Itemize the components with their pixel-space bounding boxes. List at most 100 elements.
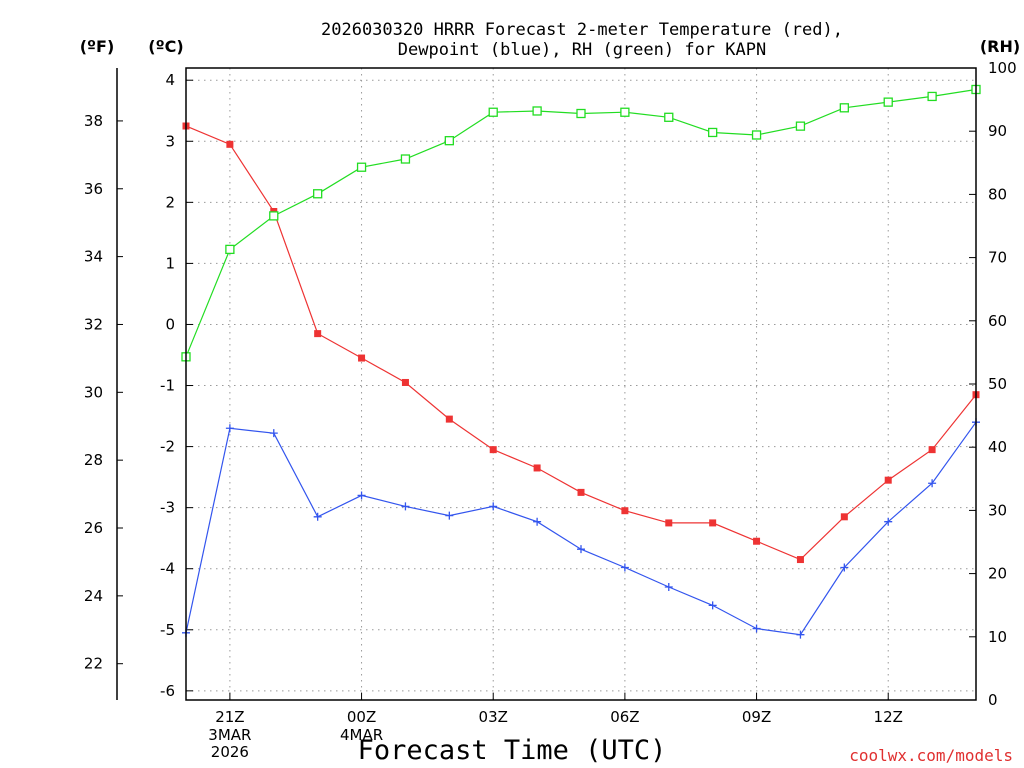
time-tick-label: 21Z (215, 708, 244, 726)
rh-point (269, 211, 279, 221)
temperature-point (226, 140, 234, 148)
dewpoint-point (620, 563, 629, 572)
celsius-tick-label: 4 (165, 71, 175, 89)
rh-point (883, 97, 893, 107)
dewpoint-point (401, 502, 410, 511)
dewpoint-point (577, 545, 585, 554)
fahrenheit-tick-label: 32 (84, 315, 103, 333)
dewpoint-point (708, 601, 717, 610)
dewpoint-point (489, 502, 498, 511)
rh-axis: 0 10 20 30 40 50 60 70 80 90 100 (969, 59, 1017, 709)
fahrenheit-tick-label: 30 (84, 383, 103, 401)
plot-frame (185, 67, 977, 701)
dewpoint-point (664, 583, 673, 592)
celsius-axis: -6 -5 -4 -3 -2 -1 0 1 2 3 4 (160, 71, 193, 700)
rh-point (356, 162, 367, 172)
temperature-point (621, 507, 629, 515)
time-tick-date-label: 4MAR (340, 726, 383, 744)
dewpoint-point (533, 517, 542, 526)
temperature-point (314, 330, 322, 338)
dewpoint-point (840, 563, 849, 572)
fahrenheit-tick-label: 26 (84, 519, 103, 537)
temperature-point (884, 476, 892, 484)
celsius-unit-label: (ºC) (148, 37, 183, 56)
credit-text: coolwx.com/models (849, 746, 1013, 765)
fahrenheit-tick-label: 38 (84, 112, 103, 130)
celsius-tick-label: -1 (160, 377, 175, 395)
dewpoint-point (884, 517, 893, 526)
fahrenheit-axis: 22 24 26 28 30 32 34 36 38 (84, 112, 123, 673)
temperature-point (489, 446, 497, 454)
series-layer (181, 84, 981, 639)
temperature-point (796, 556, 804, 564)
time-tick-label: 12Z (874, 708, 903, 726)
rh-tick-label: 70 (988, 249, 1007, 267)
temperature-point (753, 537, 761, 545)
chart-title: 2026030320 HRRR Forecast 2-meter Tempera… (321, 20, 843, 60)
rh-tick-label: 10 (988, 628, 1007, 646)
rh-tick-label: 100 (988, 59, 1017, 77)
temperature-point (358, 354, 366, 362)
celsius-tick-label: -5 (160, 621, 175, 639)
fahrenheit-unit-label: (ºF) (80, 37, 115, 56)
dewpoint-point (796, 630, 805, 639)
celsius-tick-label: -2 (160, 438, 175, 456)
rh-tick-label: 0 (988, 691, 998, 709)
rh-point (488, 107, 498, 117)
rh-point (313, 189, 323, 199)
temperature-point (840, 513, 848, 521)
celsius-tick-label: -3 (160, 499, 175, 517)
celsius-tick-label: -6 (160, 682, 175, 700)
rh-tick-label: 50 (988, 375, 1007, 393)
series-dewpoint (182, 418, 980, 639)
rh-point (444, 136, 454, 146)
rh-point (795, 121, 806, 131)
rh-point (664, 112, 674, 122)
grid-lines (186, 68, 976, 700)
title-line-2: Dewpoint (blue), RH (green) for KAPN (398, 40, 766, 60)
rh-point (751, 130, 762, 140)
rh-tick-label: 20 (988, 565, 1007, 583)
temperature-point (445, 415, 453, 423)
time-tick-label: 03Z (479, 708, 508, 726)
fahrenheit-tick-label: 28 (84, 451, 103, 469)
dewpoint-point (752, 624, 761, 633)
fahrenheit-tick-label: 36 (84, 180, 103, 198)
celsius-tick-label: 2 (165, 193, 175, 211)
dewpoint-point (357, 491, 366, 500)
time-tick-label: 06Z (610, 708, 639, 726)
dewpoint-point (269, 429, 278, 438)
temperature-point (577, 488, 585, 496)
time-tick-date-label: 3MAR (208, 726, 251, 744)
time-tick-date-label: 2026 (211, 743, 249, 761)
rh-tick-label: 40 (988, 438, 1007, 456)
dewpoint-point (445, 511, 454, 520)
series-temperature (182, 122, 980, 564)
celsius-tick-label: -4 (160, 560, 175, 578)
title-line-1: 2026030320 HRRR Forecast 2-meter Tempera… (321, 20, 843, 40)
time-tick-label: 09Z (742, 708, 771, 726)
rh-tick-label: 60 (988, 312, 1007, 330)
dewpoint-line (185, 421, 977, 636)
celsius-tick-label: 0 (165, 315, 175, 333)
series-rh (181, 84, 981, 362)
rh-line (185, 88, 977, 358)
temperature-point (665, 519, 673, 527)
dewpoint-point (225, 424, 234, 433)
fahrenheit-tick-label: 34 (84, 248, 103, 266)
rh-point (927, 91, 937, 102)
dewpoint-point (313, 512, 322, 521)
rh-unit-label: (RH) (980, 37, 1020, 56)
celsius-tick-label: 1 (165, 254, 175, 272)
rh-tick-label: 80 (988, 185, 1007, 203)
temperature-point (709, 519, 717, 527)
rh-point (576, 108, 586, 119)
rh-point (400, 154, 411, 164)
fahrenheit-tick-label: 22 (84, 655, 103, 673)
x-axis-title: Forecast Time (UTC) (358, 735, 667, 766)
fahrenheit-tick-label: 24 (84, 587, 103, 605)
celsius-tick-label: 3 (165, 132, 175, 150)
rh-point (620, 107, 630, 117)
